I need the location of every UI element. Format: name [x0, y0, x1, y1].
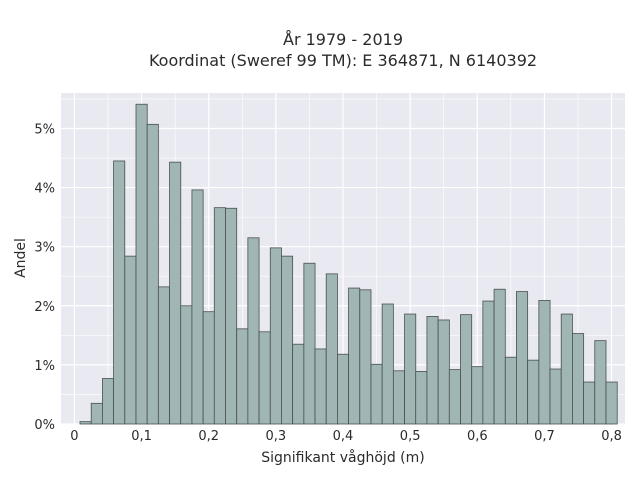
histogram-bar [135, 103, 148, 425]
histogram-bar [202, 311, 215, 425]
chart-subtitle: Koordinat (Sweref 99 TM): E 364871, N 61… [149, 51, 537, 70]
histogram-bar [325, 273, 338, 425]
histogram-bar [583, 381, 596, 425]
histogram-bar [169, 161, 182, 425]
y-tick-label: 2% [34, 300, 55, 315]
histogram-bar [247, 237, 260, 425]
histogram-bar [415, 370, 428, 425]
y-axis-ticks: 0% 1% 2% 3% 4% 5% [34, 122, 55, 433]
y-tick-label: 3% [34, 241, 55, 256]
y-tick-label: 4% [34, 182, 55, 197]
histogram-bar [527, 359, 540, 425]
x-tick-label: 0,8 [601, 429, 622, 444]
histogram-bar [314, 348, 327, 425]
bars [79, 103, 618, 425]
histogram-bar [90, 402, 103, 425]
histogram-bar [549, 368, 562, 425]
x-tick-label: 0,6 [467, 429, 488, 444]
x-tick-label: 0,4 [333, 429, 354, 444]
histogram-bar [437, 319, 450, 425]
histogram-bar [426, 316, 439, 425]
histogram-bar [516, 291, 529, 425]
histogram-bar [269, 247, 282, 425]
y-tick-label: 5% [34, 122, 55, 137]
x-tick-label: 0,2 [198, 429, 219, 444]
histogram-bar [258, 331, 271, 425]
histogram-bar [538, 300, 551, 425]
histogram-bar [560, 313, 573, 425]
histogram-bar [370, 363, 383, 425]
histogram-bar [404, 313, 417, 425]
histogram-bar [594, 340, 607, 425]
histogram-bar [337, 353, 350, 425]
histogram-bar [359, 289, 372, 425]
histogram-bar [281, 255, 294, 425]
histogram-bar [79, 421, 92, 425]
histogram-bar [504, 356, 517, 425]
histogram-bar [392, 370, 405, 425]
histogram-bar [348, 287, 361, 425]
histogram-bar [381, 303, 394, 425]
histogram-bar [471, 366, 484, 425]
histogram-bar [102, 378, 115, 425]
histogram-bar [191, 189, 204, 425]
histogram-bar [460, 314, 473, 425]
x-axis-label: Signifikant våghöjd (m) [261, 449, 424, 466]
histogram-bar [180, 305, 193, 425]
histogram-bar [157, 286, 170, 425]
x-tick-label: 0,1 [131, 429, 152, 444]
chart-title: År 1979 - 2019 [283, 30, 403, 49]
x-tick-label: 0 [70, 429, 78, 444]
histogram-bar [303, 262, 316, 425]
histogram-bar [236, 328, 249, 425]
x-tick-label: 0,7 [534, 429, 555, 444]
y-tick-label: 0% [34, 418, 55, 433]
histogram-bar [225, 207, 238, 425]
x-axis-ticks: 0 0,1 0,2 0,3 0,4 0,5 0,6 0,7 0,8 [70, 429, 622, 444]
histogram-bar [213, 207, 226, 425]
histogram-bar [482, 300, 495, 425]
histogram-bar [113, 160, 126, 425]
histogram-bar [146, 123, 159, 425]
x-tick-label: 0,3 [266, 429, 287, 444]
y-tick-label: 1% [34, 359, 55, 374]
histogram-bar [605, 381, 618, 425]
histogram-bar [493, 288, 506, 425]
histogram-bar [292, 343, 305, 425]
y-axis-label: Andel [13, 238, 29, 278]
histogram-bar [572, 333, 585, 425]
histogram-bar [124, 255, 137, 425]
x-tick-label: 0,5 [400, 429, 421, 444]
histogram-bar [448, 369, 461, 425]
